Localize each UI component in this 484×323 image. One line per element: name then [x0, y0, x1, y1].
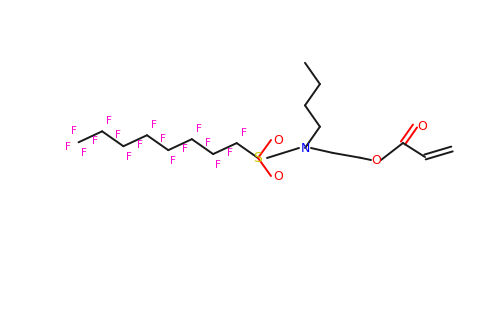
Text: F: F: [227, 148, 233, 158]
Text: F: F: [65, 142, 71, 152]
Text: F: F: [106, 117, 112, 127]
Text: F: F: [125, 152, 132, 162]
Text: F: F: [170, 156, 176, 166]
Text: F: F: [196, 124, 202, 134]
Text: O: O: [273, 133, 283, 147]
Text: F: F: [151, 120, 157, 130]
Text: F: F: [92, 136, 98, 146]
Text: F: F: [215, 160, 221, 170]
Text: F: F: [115, 130, 121, 141]
Text: F: F: [81, 148, 87, 158]
Text: O: O: [417, 120, 427, 132]
Text: O: O: [273, 170, 283, 182]
Text: N: N: [300, 141, 310, 154]
Text: F: F: [241, 128, 246, 138]
Text: F: F: [182, 144, 188, 154]
Text: O: O: [371, 153, 381, 166]
Text: F: F: [160, 134, 166, 144]
Text: F: F: [205, 138, 211, 148]
Text: S: S: [254, 151, 262, 165]
Text: F: F: [71, 126, 76, 136]
Text: F: F: [137, 140, 143, 150]
